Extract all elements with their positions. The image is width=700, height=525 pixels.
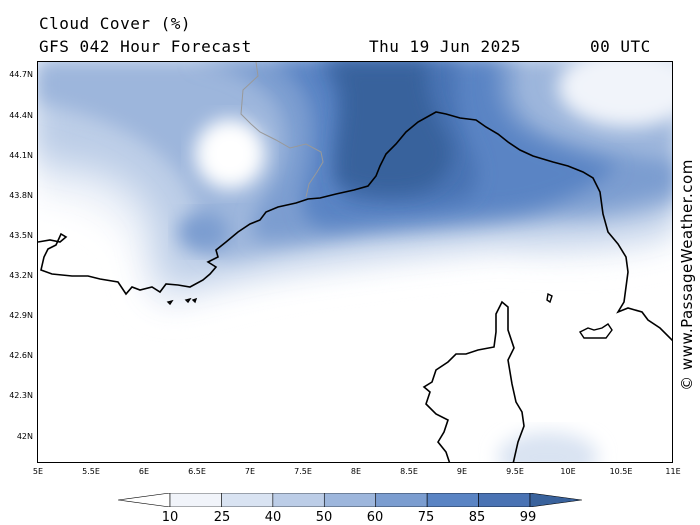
colorbar-min-arrow: [118, 493, 171, 507]
legend-level: 40: [264, 510, 282, 525]
lon-label: 5E: [32, 467, 44, 476]
lon-label: 6E: [138, 467, 150, 476]
colorbar-segment: [375, 493, 428, 507]
colorbar-segment: [426, 493, 479, 507]
lat-label: 44.1N: [9, 151, 33, 160]
border-line: [240, 62, 324, 198]
clear-patch-east: [558, 62, 672, 127]
lon-label: 10E: [560, 467, 576, 476]
lon-label: 9.5E: [506, 467, 524, 476]
lon-label: 7.5E: [294, 467, 312, 476]
cloud-patch-sw: [178, 212, 228, 252]
map-title: Cloud Cover (%): [39, 14, 191, 33]
coastline-elba: [578, 323, 613, 339]
watermark: © www.PassageWeather.com: [676, 150, 698, 400]
forecast-date: Thu 19 Jun 2025: [369, 37, 521, 56]
legend-level: 75: [417, 510, 435, 525]
colorbar-max-arrow: [529, 493, 582, 507]
map-panel: [37, 61, 673, 463]
colorbar-segment: [323, 493, 377, 507]
lat-label: 43.2N: [9, 271, 33, 280]
lat-label: 43.5N: [9, 231, 33, 240]
forecast-subtitle: GFS 042 Hour Forecast: [39, 37, 252, 56]
legend-level: 99: [519, 510, 537, 525]
colorbar-segment: [478, 493, 531, 507]
lat-label: 44.7N: [9, 70, 33, 79]
colorbar-segment: [221, 493, 274, 507]
lon-label: 6.5E: [188, 467, 206, 476]
cloud-patch-south: [498, 432, 598, 462]
lat-label: 42.6N: [9, 351, 33, 360]
lon-label: 9E: [456, 467, 468, 476]
cloud-field: [38, 62, 672, 462]
lat-label: 42N: [16, 432, 33, 441]
coastline-corsica: [422, 300, 525, 462]
forecast-time: 00 UTC: [590, 37, 651, 56]
legend-level: 10: [161, 510, 179, 525]
lon-label: 10.5E: [609, 467, 633, 476]
lat-label: 43.8N: [9, 191, 33, 200]
lat-label: 44.4N: [9, 111, 33, 120]
clear-patch-west: [195, 119, 265, 189]
lon-label: 8E: [350, 467, 362, 476]
legend-level: 50: [315, 510, 333, 525]
watermark-text: © www.PassageWeather.com: [678, 159, 696, 391]
lon-label: 7E: [244, 467, 256, 476]
coastline-riviera: [38, 111, 672, 342]
colorbar: [118, 493, 582, 507]
coastline-capraia: [546, 292, 553, 304]
legend-level: 25: [213, 510, 231, 525]
colorbar-segment: [169, 493, 222, 507]
cloud-cover-map: [38, 62, 672, 462]
lon-label: 11E: [665, 467, 681, 476]
lon-label: 5.5E: [82, 467, 100, 476]
cloud-band-99: [328, 62, 452, 194]
lat-label: 42.9N: [9, 311, 33, 320]
legend-level: 60: [366, 510, 384, 525]
lon-label: 8.5E: [400, 467, 418, 476]
coastline-hyeres: [166, 297, 198, 306]
legend-level: 85: [468, 510, 486, 525]
colorbar-segment: [272, 493, 325, 507]
lat-label: 42.3N: [9, 391, 33, 400]
